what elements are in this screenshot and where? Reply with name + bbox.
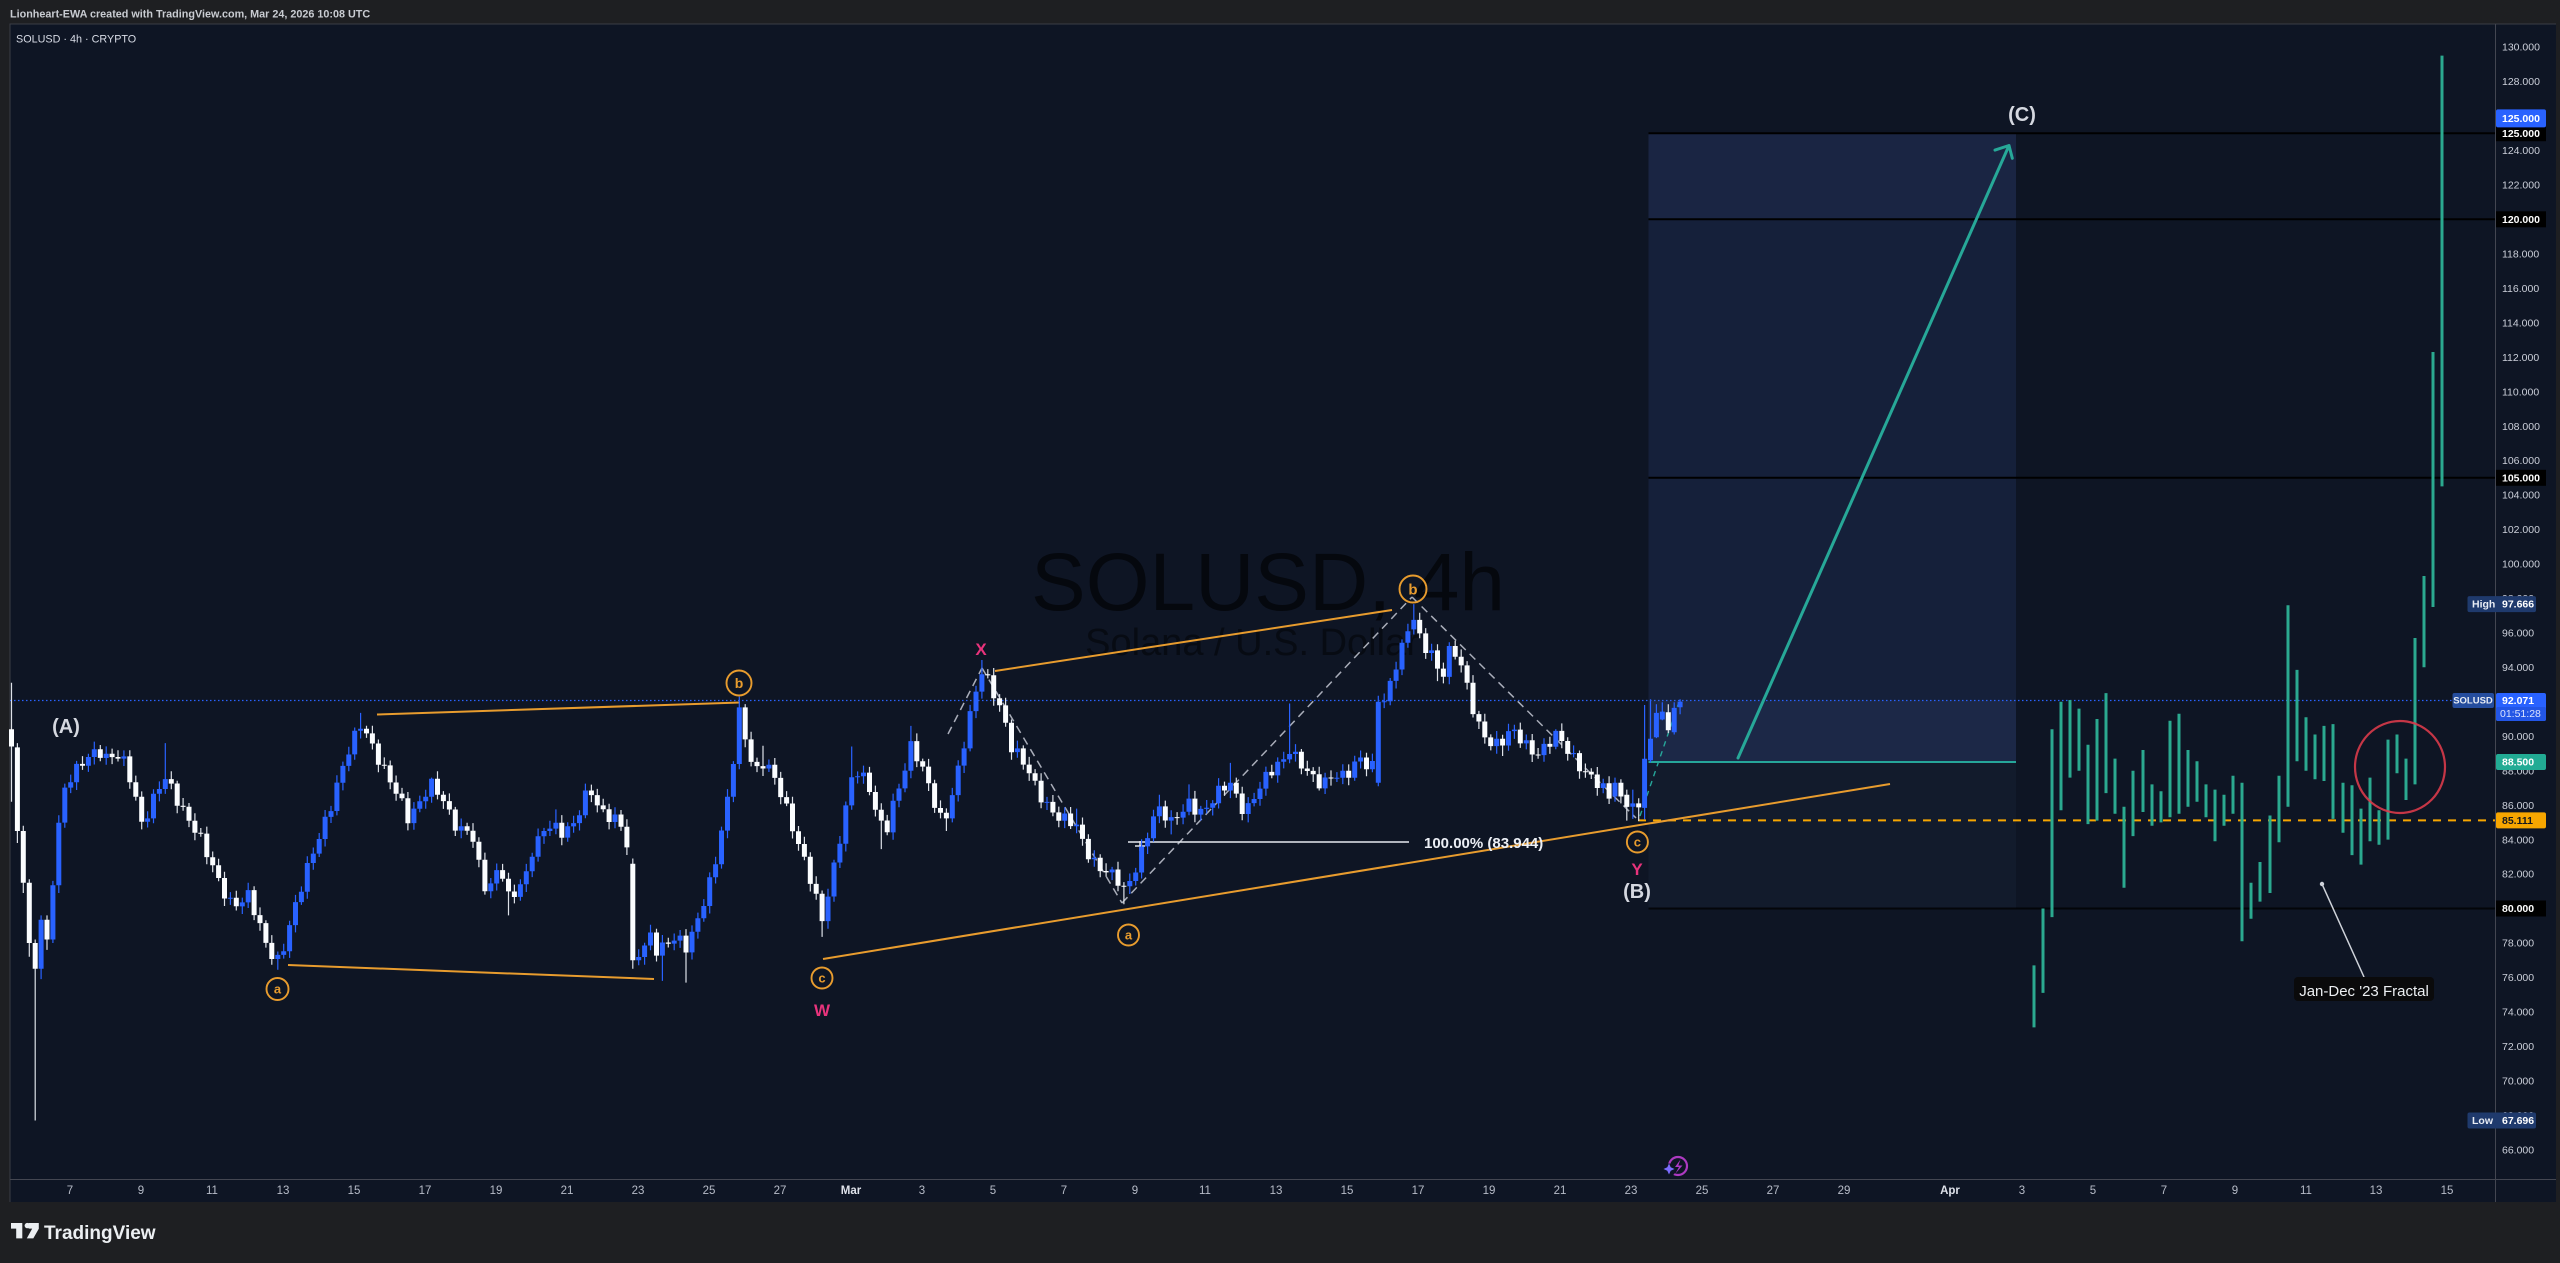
svg-text:15: 15 (2441, 1185, 2454, 1197)
svg-text:105.000: 105.000 (2502, 472, 2540, 484)
svg-text:27: 27 (1767, 1185, 1780, 1197)
svg-text:17: 17 (419, 1185, 432, 1197)
svg-text:17: 17 (1412, 1185, 1425, 1197)
svg-text:102.000: 102.000 (2502, 524, 2540, 536)
svg-text:70.000: 70.000 (2502, 1076, 2534, 1088)
svg-text:19: 19 (490, 1185, 503, 1197)
svg-text:100.000: 100.000 (2502, 559, 2540, 571)
svg-text:7: 7 (1061, 1185, 1067, 1197)
svg-text:110.000: 110.000 (2502, 386, 2539, 398)
svg-text:96.000: 96.000 (2502, 628, 2534, 640)
svg-text:Y: Y (1631, 860, 1643, 879)
svg-text:15: 15 (1341, 1185, 1354, 1197)
svg-text:114.000: 114.000 (2502, 317, 2539, 329)
svg-text:9: 9 (2232, 1185, 2238, 1197)
svg-text:3: 3 (2019, 1185, 2025, 1197)
svg-text:67.696: 67.696 (2502, 1115, 2534, 1127)
svg-text:Mar: Mar (841, 1185, 862, 1197)
svg-text:112.000: 112.000 (2502, 352, 2539, 364)
svg-text:78.000: 78.000 (2502, 938, 2534, 950)
svg-text:9: 9 (138, 1185, 144, 1197)
svg-text:13: 13 (277, 1185, 290, 1197)
svg-text:5: 5 (2090, 1185, 2096, 1197)
svg-text:85.111: 85.111 (2502, 815, 2533, 827)
svg-text:23: 23 (1625, 1185, 1638, 1197)
svg-text:84.000: 84.000 (2502, 834, 2534, 846)
svg-text:125.000: 125.000 (2502, 128, 2540, 140)
svg-text:b: b (1408, 581, 1417, 598)
svg-text:SOLUSD · 4h · CRYPTO: SOLUSD · 4h · CRYPTO (16, 34, 136, 46)
svg-text:Solana / U.S. Dollar: Solana / U.S. Dollar (1085, 622, 1419, 664)
svg-text:120.000: 120.000 (2502, 214, 2540, 226)
svg-text:SOLUSD, 4h: SOLUSD, 4h (1031, 537, 1505, 628)
svg-text:11: 11 (1199, 1185, 1211, 1197)
svg-text:a: a (1125, 928, 1133, 943)
svg-text:108.000: 108.000 (2502, 421, 2540, 433)
svg-text:27: 27 (774, 1185, 787, 1197)
svg-text:13: 13 (1270, 1185, 1283, 1197)
svg-text:TradingView: TradingView (44, 1223, 156, 1244)
svg-text:25: 25 (1696, 1185, 1709, 1197)
svg-text:W: W (814, 1001, 831, 1020)
svg-text:86.000: 86.000 (2502, 800, 2534, 812)
svg-text:72.000: 72.000 (2502, 1041, 2534, 1053)
svg-text:29: 29 (1838, 1185, 1851, 1197)
svg-text:13: 13 (2370, 1185, 2383, 1197)
svg-text:5: 5 (990, 1185, 996, 1197)
svg-text:b: b (735, 675, 744, 691)
svg-text:118.000: 118.000 (2502, 249, 2539, 261)
svg-text:116.000: 116.000 (2502, 283, 2539, 295)
svg-text:7: 7 (67, 1185, 73, 1197)
svg-text:High: High (2472, 599, 2495, 611)
svg-text:100.00% (83.944): 100.00% (83.944) (1424, 835, 1543, 852)
svg-text:c: c (1634, 835, 1641, 850)
svg-text:11: 11 (206, 1185, 218, 1197)
svg-text:92.071: 92.071 (2502, 695, 2534, 707)
svg-text:25: 25 (703, 1185, 716, 1197)
svg-text:19: 19 (1483, 1185, 1496, 1197)
svg-text:(A): (A) (52, 716, 80, 738)
svg-text:(C): (C) (2008, 104, 2036, 126)
svg-text:3: 3 (919, 1185, 925, 1197)
svg-text:90.000: 90.000 (2502, 731, 2534, 743)
svg-text:(B): (B) (1623, 881, 1651, 903)
svg-text:82.000: 82.000 (2502, 869, 2534, 881)
svg-text:a: a (274, 982, 282, 997)
svg-text:X: X (975, 640, 987, 659)
svg-text:01:51:28: 01:51:28 (2500, 708, 2541, 720)
svg-text:97.666: 97.666 (2502, 599, 2534, 611)
svg-text:9: 9 (1132, 1185, 1138, 1197)
svg-text:66.000: 66.000 (2502, 1144, 2534, 1156)
svg-text:7: 7 (2161, 1185, 2167, 1197)
svg-text:106.000: 106.000 (2502, 455, 2540, 467)
svg-text:Lionheart-EWA created with Tra: Lionheart-EWA created with TradingView.c… (10, 9, 370, 21)
svg-text:Low: Low (2472, 1115, 2494, 1127)
svg-text:76.000: 76.000 (2502, 972, 2534, 984)
svg-text:128.000: 128.000 (2502, 76, 2540, 88)
svg-text:23: 23 (632, 1185, 645, 1197)
svg-text:Apr: Apr (1940, 1185, 1960, 1197)
svg-text:11: 11 (2300, 1185, 2312, 1197)
svg-text:104.000: 104.000 (2502, 490, 2540, 502)
svg-text:21: 21 (1554, 1185, 1567, 1197)
svg-text:SOLUSD: SOLUSD (2453, 696, 2493, 707)
svg-text:80.000: 80.000 (2502, 903, 2534, 915)
svg-text:124.000: 124.000 (2502, 145, 2540, 157)
svg-text:122.000: 122.000 (2502, 180, 2540, 192)
svg-text:130.000: 130.000 (2502, 42, 2540, 54)
svg-text:74.000: 74.000 (2502, 1007, 2534, 1019)
svg-text:94.000: 94.000 (2502, 662, 2534, 674)
svg-text:15: 15 (348, 1185, 361, 1197)
svg-text:125.000: 125.000 (2502, 113, 2540, 125)
svg-text:21: 21 (561, 1185, 574, 1197)
svg-text:88.500: 88.500 (2502, 757, 2534, 769)
svg-text:c: c (818, 971, 825, 986)
svg-text:Jan-Dec '23 Fractal: Jan-Dec '23 Fractal (2299, 983, 2429, 1000)
